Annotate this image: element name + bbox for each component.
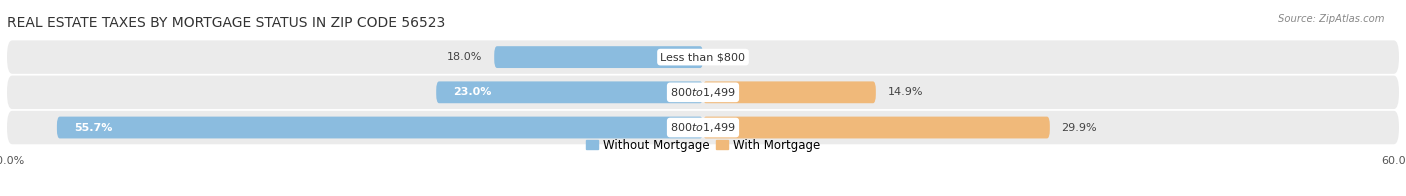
FancyBboxPatch shape [495,46,703,68]
Text: REAL ESTATE TAXES BY MORTGAGE STATUS IN ZIP CODE 56523: REAL ESTATE TAXES BY MORTGAGE STATUS IN … [7,16,446,30]
Text: 14.9%: 14.9% [887,87,922,97]
FancyBboxPatch shape [7,76,1399,109]
Text: 29.9%: 29.9% [1062,122,1097,132]
Text: 18.0%: 18.0% [447,52,482,62]
Legend: Without Mortgage, With Mortgage: Without Mortgage, With Mortgage [581,134,825,156]
Text: 55.7%: 55.7% [75,122,112,132]
Text: 23.0%: 23.0% [454,87,492,97]
FancyBboxPatch shape [436,81,703,103]
Text: $800 to $1,499: $800 to $1,499 [671,121,735,134]
FancyBboxPatch shape [7,111,1399,144]
FancyBboxPatch shape [7,40,1399,74]
FancyBboxPatch shape [703,117,1050,138]
FancyBboxPatch shape [56,117,703,138]
FancyBboxPatch shape [703,81,876,103]
Text: $800 to $1,499: $800 to $1,499 [671,86,735,99]
Text: Less than $800: Less than $800 [661,52,745,62]
Text: 0.0%: 0.0% [714,52,742,62]
Text: Source: ZipAtlas.com: Source: ZipAtlas.com [1278,14,1385,24]
